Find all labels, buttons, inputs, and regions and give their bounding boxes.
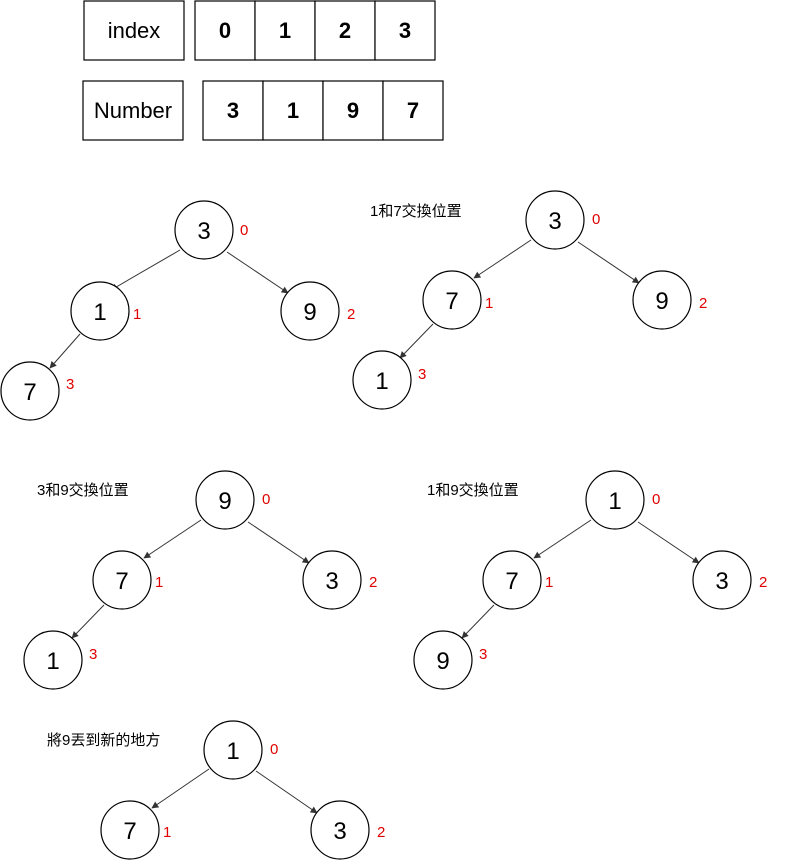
number-value: 1 <box>287 98 299 123</box>
node-index: 0 <box>270 741 278 758</box>
index-row: index 0 1 2 3 <box>83 0 436 61</box>
tree-remove-max: 將9丟到新的地方 1 0 7 1 3 2 <box>47 720 385 860</box>
tree-node <box>413 630 473 690</box>
tree-swap-2: 3和9交換位置 9 0 7 1 3 2 1 3 <box>23 470 377 690</box>
index-value: 0 <box>219 18 231 43</box>
node-index: 1 <box>163 824 171 841</box>
index-cell <box>254 0 316 61</box>
tree-node <box>174 200 234 260</box>
number-label: Number <box>94 98 172 123</box>
step-caption: 將9丟到新的地方 <box>47 732 160 749</box>
number-value: 9 <box>347 98 359 123</box>
node-index: 3 <box>89 646 97 663</box>
tree-node <box>692 550 752 610</box>
tree-node <box>280 281 340 341</box>
tree-initial: 3 0 1 1 9 2 7 3 <box>0 200 355 421</box>
node-value: 7 <box>123 818 136 845</box>
node-value: 1 <box>375 368 388 395</box>
tree-node <box>100 800 160 860</box>
node-value: 3 <box>325 568 338 595</box>
index-cell <box>374 0 436 61</box>
node-value: 1 <box>46 648 59 675</box>
node-value: 1 <box>226 738 239 765</box>
node-value: 1 <box>608 488 621 515</box>
tree-node <box>482 550 542 610</box>
step-caption: 1和9交換位置 <box>427 481 519 499</box>
step-caption: 3和9交換位置 <box>37 481 129 499</box>
node-value: 3 <box>548 208 561 235</box>
node-index: 3 <box>418 366 426 383</box>
number-cell <box>322 80 384 141</box>
tree-node <box>0 361 60 421</box>
node-index: 2 <box>759 574 767 591</box>
tree-node <box>585 470 645 530</box>
step-caption: 1和7交換位置 <box>370 202 462 220</box>
tree-node <box>203 720 263 780</box>
number-cell <box>382 80 444 141</box>
node-index: 1 <box>545 574 553 591</box>
node-value: 9 <box>655 288 668 315</box>
tree-swap-3: 1和9交換位置 1 0 7 1 3 2 9 3 <box>413 470 767 690</box>
node-value: 1 <box>93 299 106 326</box>
tree-node <box>195 470 255 530</box>
node-index: 0 <box>652 491 660 508</box>
node-value: 9 <box>303 299 316 326</box>
node-index: 1 <box>485 295 493 312</box>
node-index: 2 <box>369 574 377 591</box>
node-value: 3 <box>333 818 346 845</box>
index-value: 2 <box>339 18 351 43</box>
node-index: 1 <box>155 574 163 591</box>
number-cell <box>202 80 264 141</box>
index-value: 1 <box>279 18 291 43</box>
node-index: 2 <box>699 295 707 312</box>
node-value: 3 <box>197 218 210 245</box>
node-value: 7 <box>505 568 518 595</box>
number-value: 3 <box>227 98 239 123</box>
node-index: 0 <box>592 211 600 228</box>
tree-node <box>302 550 362 610</box>
index-label-cell <box>83 0 185 61</box>
node-index: 3 <box>66 376 74 393</box>
node-index: 1 <box>133 306 141 323</box>
node-index: 3 <box>479 646 487 663</box>
number-cell <box>262 80 324 141</box>
node-value: 9 <box>436 648 449 675</box>
tree-swap-1: 1和7交換位置 3 0 7 1 9 2 1 3 <box>352 190 707 410</box>
tree-node <box>310 800 370 860</box>
tree-node <box>632 270 692 330</box>
number-row: Number 3 1 9 7 <box>82 80 444 141</box>
tree-node <box>70 281 130 341</box>
tree-node <box>92 550 152 610</box>
index-value: 3 <box>399 18 411 43</box>
node-value: 7 <box>115 568 128 595</box>
node-value: 7 <box>23 379 36 406</box>
number-label-cell <box>82 80 184 141</box>
node-value: 3 <box>715 568 728 595</box>
node-index: 2 <box>347 306 355 323</box>
number-value: 7 <box>407 98 419 123</box>
tree-node <box>525 190 585 250</box>
node-value: 9 <box>218 488 231 515</box>
node-index: 2 <box>377 824 385 841</box>
index-label: index <box>108 18 161 43</box>
node-index: 0 <box>262 491 270 508</box>
tree-node <box>422 270 482 330</box>
node-index: 0 <box>240 222 248 239</box>
node-value: 7 <box>445 288 458 315</box>
index-cell <box>194 0 256 61</box>
tree-node <box>23 630 83 690</box>
tree-node <box>352 350 412 410</box>
